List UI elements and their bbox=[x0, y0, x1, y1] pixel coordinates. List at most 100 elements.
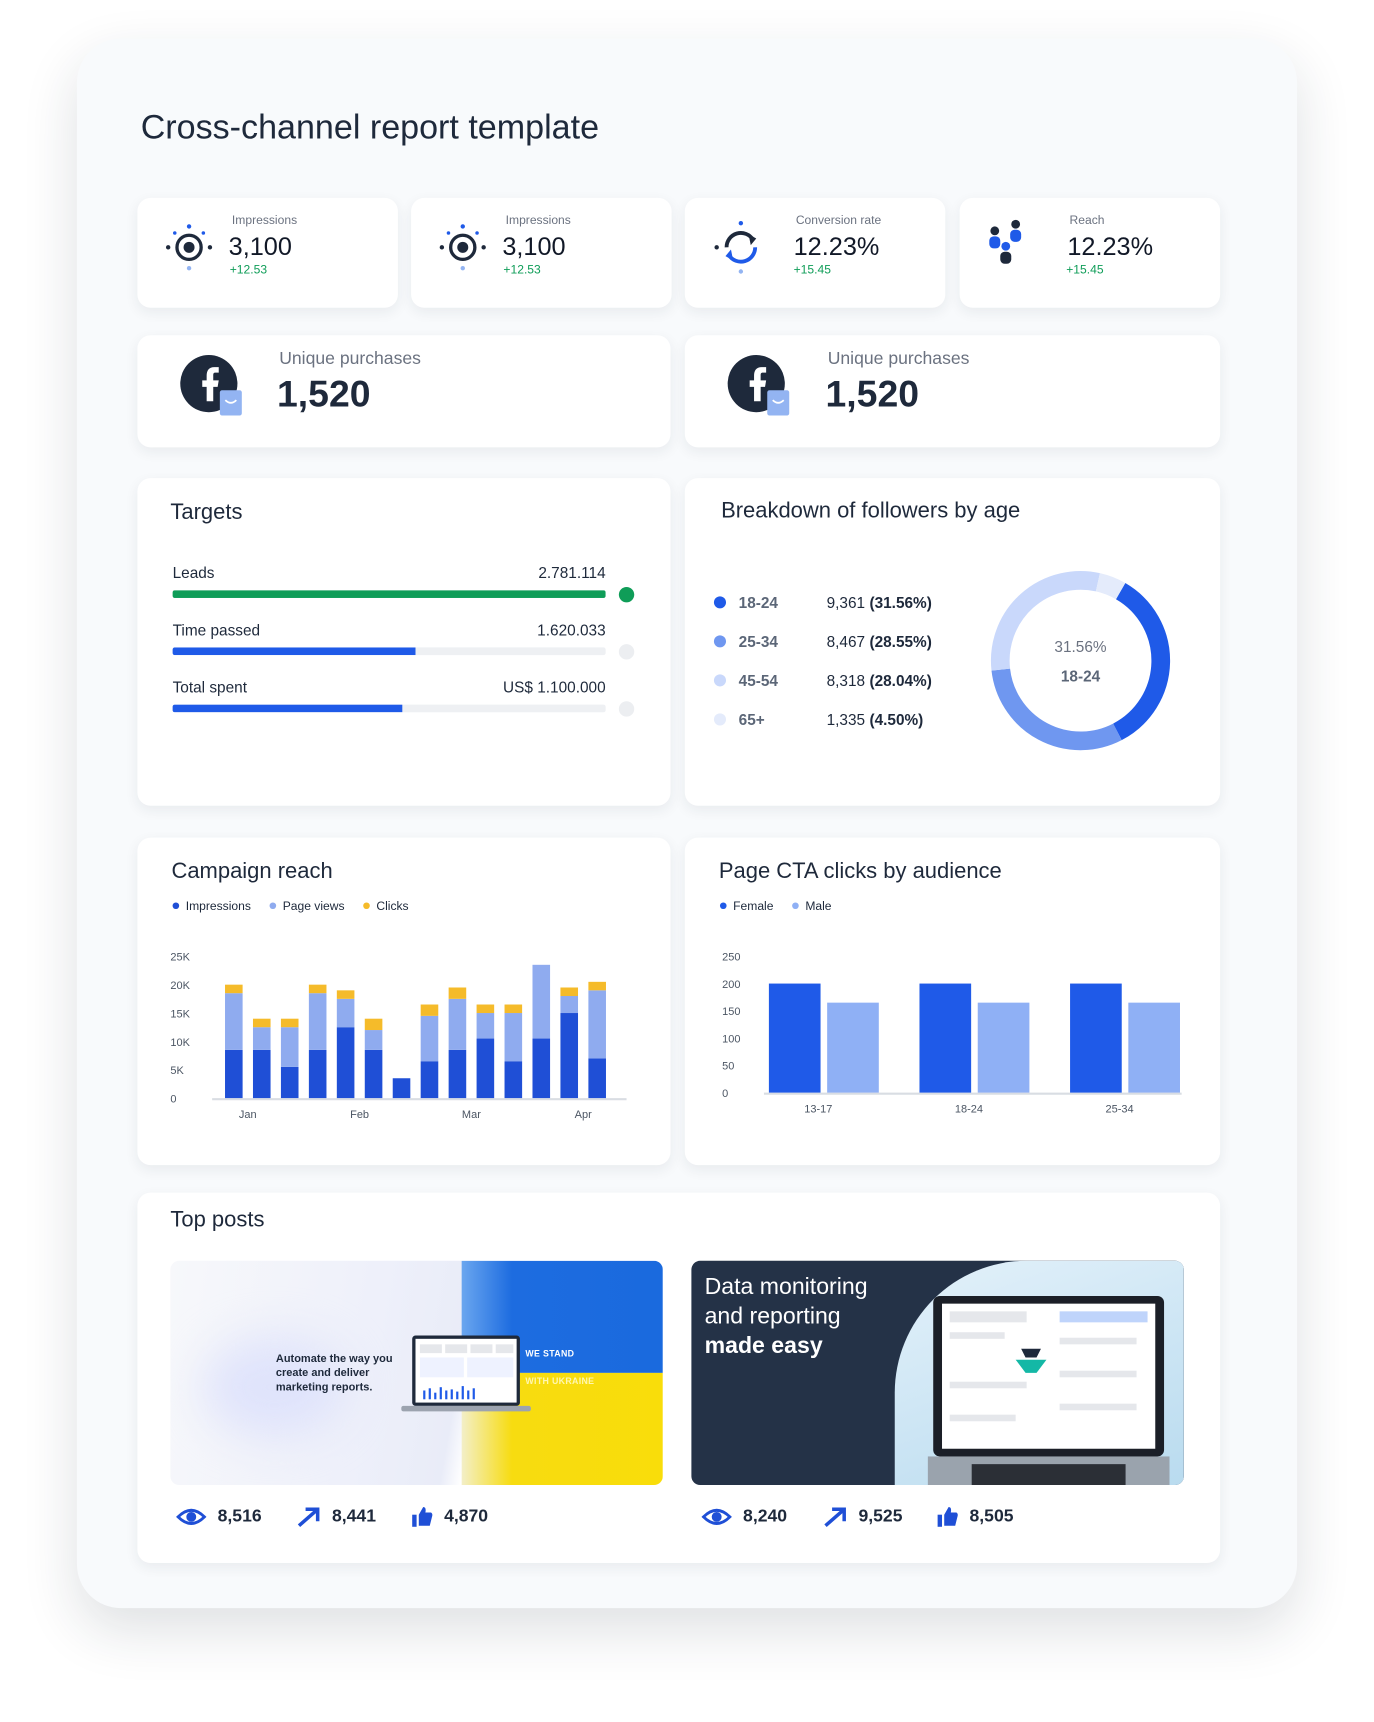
legend-dot bbox=[269, 902, 277, 910]
target-label: Total spent bbox=[172, 678, 248, 696]
kpi-label: Impressions bbox=[505, 214, 571, 228]
kpi-label: Conversion rate bbox=[795, 214, 882, 228]
legend-label: 65+ bbox=[739, 712, 765, 729]
bar-segment bbox=[560, 1013, 579, 1099]
purchases-card: Unique purchases 1,520 bbox=[137, 335, 671, 448]
views-icon bbox=[176, 1508, 207, 1525]
conversion-icon bbox=[714, 220, 758, 274]
y-tick-label: 25K bbox=[170, 952, 190, 964]
bar-segment bbox=[308, 1049, 327, 1099]
bar-segment bbox=[364, 1049, 383, 1099]
value-label: (28.55%) bbox=[869, 634, 931, 651]
post-stat: 8,441 bbox=[297, 1506, 376, 1528]
legend-dot bbox=[713, 674, 727, 687]
bar-segment bbox=[225, 1049, 243, 1099]
reach-icon bbox=[989, 219, 1022, 264]
followers-card: Breakdown of followers by age 18-24 9,361(… bbox=[684, 478, 1221, 806]
bar-segment bbox=[420, 1061, 439, 1099]
campaign-card: Campaign reach Impressions Page views Click… bbox=[137, 837, 671, 1166]
legend-label: Female bbox=[733, 899, 774, 913]
x-tick-label: 13-17 bbox=[804, 1103, 832, 1115]
bar-segment bbox=[336, 1027, 355, 1099]
donut-slice bbox=[991, 668, 1122, 751]
x-tick-label: 25-34 bbox=[1105, 1103, 1133, 1115]
y-tick-label: 20K bbox=[170, 980, 190, 992]
card-title: Targets bbox=[170, 500, 243, 525]
x-tick-label: 18-24 bbox=[955, 1103, 983, 1115]
x-tick-label: Jan bbox=[239, 1109, 257, 1121]
center-label: 18-24 bbox=[1061, 669, 1101, 686]
value-label: (4.50%) bbox=[869, 712, 923, 729]
headline-text: Data monitoring and reporting bbox=[704, 1273, 868, 1329]
bar-segment bbox=[588, 990, 606, 1059]
post-stat: 8,505 bbox=[937, 1506, 1014, 1528]
status-dot bbox=[618, 701, 635, 717]
views-value: 8,240 bbox=[743, 1507, 788, 1526]
x-tick-label: Mar bbox=[462, 1109, 481, 1121]
bar-segment bbox=[420, 1015, 439, 1062]
donut-slice bbox=[1095, 573, 1126, 600]
bar-segment bbox=[420, 1004, 439, 1016]
legend-label: Impressions bbox=[186, 899, 251, 913]
eye-icon bbox=[439, 224, 486, 271]
purchases-value: 1,520 bbox=[276, 373, 371, 416]
bar bbox=[1128, 1002, 1180, 1093]
y-tick-label: 10K bbox=[170, 1037, 190, 1049]
bar-segment bbox=[504, 1004, 523, 1014]
post-image: Data monitoring and reporting made easy bbox=[691, 1260, 1184, 1486]
y-tick-label: 5K bbox=[170, 1065, 184, 1077]
status-dot bbox=[618, 586, 635, 603]
purchases-card: Unique purchases 1,520 bbox=[684, 335, 1221, 448]
bar-segment bbox=[364, 1018, 383, 1031]
cta-chart: Page CTA clicks by audience Female Male 0 50… bbox=[719, 858, 1182, 1115]
kpi-label: Reach bbox=[1069, 214, 1105, 228]
y-tick-label: 50 bbox=[722, 1061, 734, 1073]
bar-segment bbox=[225, 984, 243, 994]
likes-icon bbox=[412, 1507, 433, 1527]
bar-segment bbox=[560, 996, 579, 1014]
bar-segment bbox=[448, 998, 467, 1050]
likes-value: 4,870 bbox=[444, 1507, 489, 1526]
kpi-label: Impressions bbox=[231, 214, 298, 228]
bar-segment bbox=[308, 984, 327, 994]
bar-segment bbox=[448, 1049, 467, 1099]
bar-segment bbox=[532, 964, 551, 1039]
bar bbox=[919, 983, 972, 1093]
post-stat: 8,240 bbox=[701, 1506, 787, 1528]
bar-segment bbox=[504, 1013, 523, 1062]
bar bbox=[977, 1002, 1030, 1093]
target-label: Time passed bbox=[172, 621, 261, 639]
facebook-shop-icon bbox=[180, 355, 242, 416]
shares-icon bbox=[824, 1507, 846, 1528]
progress-bar bbox=[172, 590, 606, 598]
target-value: US$ 1.100.000 bbox=[502, 678, 606, 696]
target-value: 1.620.033 bbox=[537, 621, 606, 639]
legend-label: Male bbox=[805, 899, 831, 913]
legend-label: Page views bbox=[283, 899, 345, 913]
card-title: Top posts bbox=[170, 1208, 265, 1233]
y-tick-label: 0 bbox=[170, 1093, 176, 1105]
y-tick-label: 0 bbox=[722, 1088, 728, 1100]
chart-title: Campaign reach bbox=[171, 858, 332, 883]
bar-segment bbox=[252, 1018, 271, 1028]
likes-icon bbox=[937, 1507, 958, 1527]
donut-slice bbox=[1112, 583, 1171, 741]
bar bbox=[768, 983, 821, 1093]
x-tick-label: Feb bbox=[350, 1109, 369, 1121]
target-value: 2.781.114 bbox=[538, 563, 606, 582]
post-image-text: Automate the way you create and deliver … bbox=[275, 1353, 393, 1394]
eye-icon bbox=[165, 224, 213, 271]
purchases-value: 1,520 bbox=[825, 373, 920, 416]
chart-title: Page CTA clicks by audience bbox=[719, 858, 1002, 883]
kpi-value: 3,100 bbox=[502, 231, 566, 261]
shares-value: 8,441 bbox=[331, 1507, 376, 1526]
legend-label: Clicks bbox=[376, 899, 408, 913]
bar-segment bbox=[532, 1038, 551, 1099]
legend-dot bbox=[363, 902, 370, 910]
kpi-change: +15.45 bbox=[1066, 263, 1104, 277]
facebook-shop-icon bbox=[727, 355, 790, 416]
chart-title: Breakdown of followers by age bbox=[721, 498, 1020, 523]
shares-value: 9,525 bbox=[858, 1507, 903, 1526]
legend-dot bbox=[713, 713, 727, 726]
